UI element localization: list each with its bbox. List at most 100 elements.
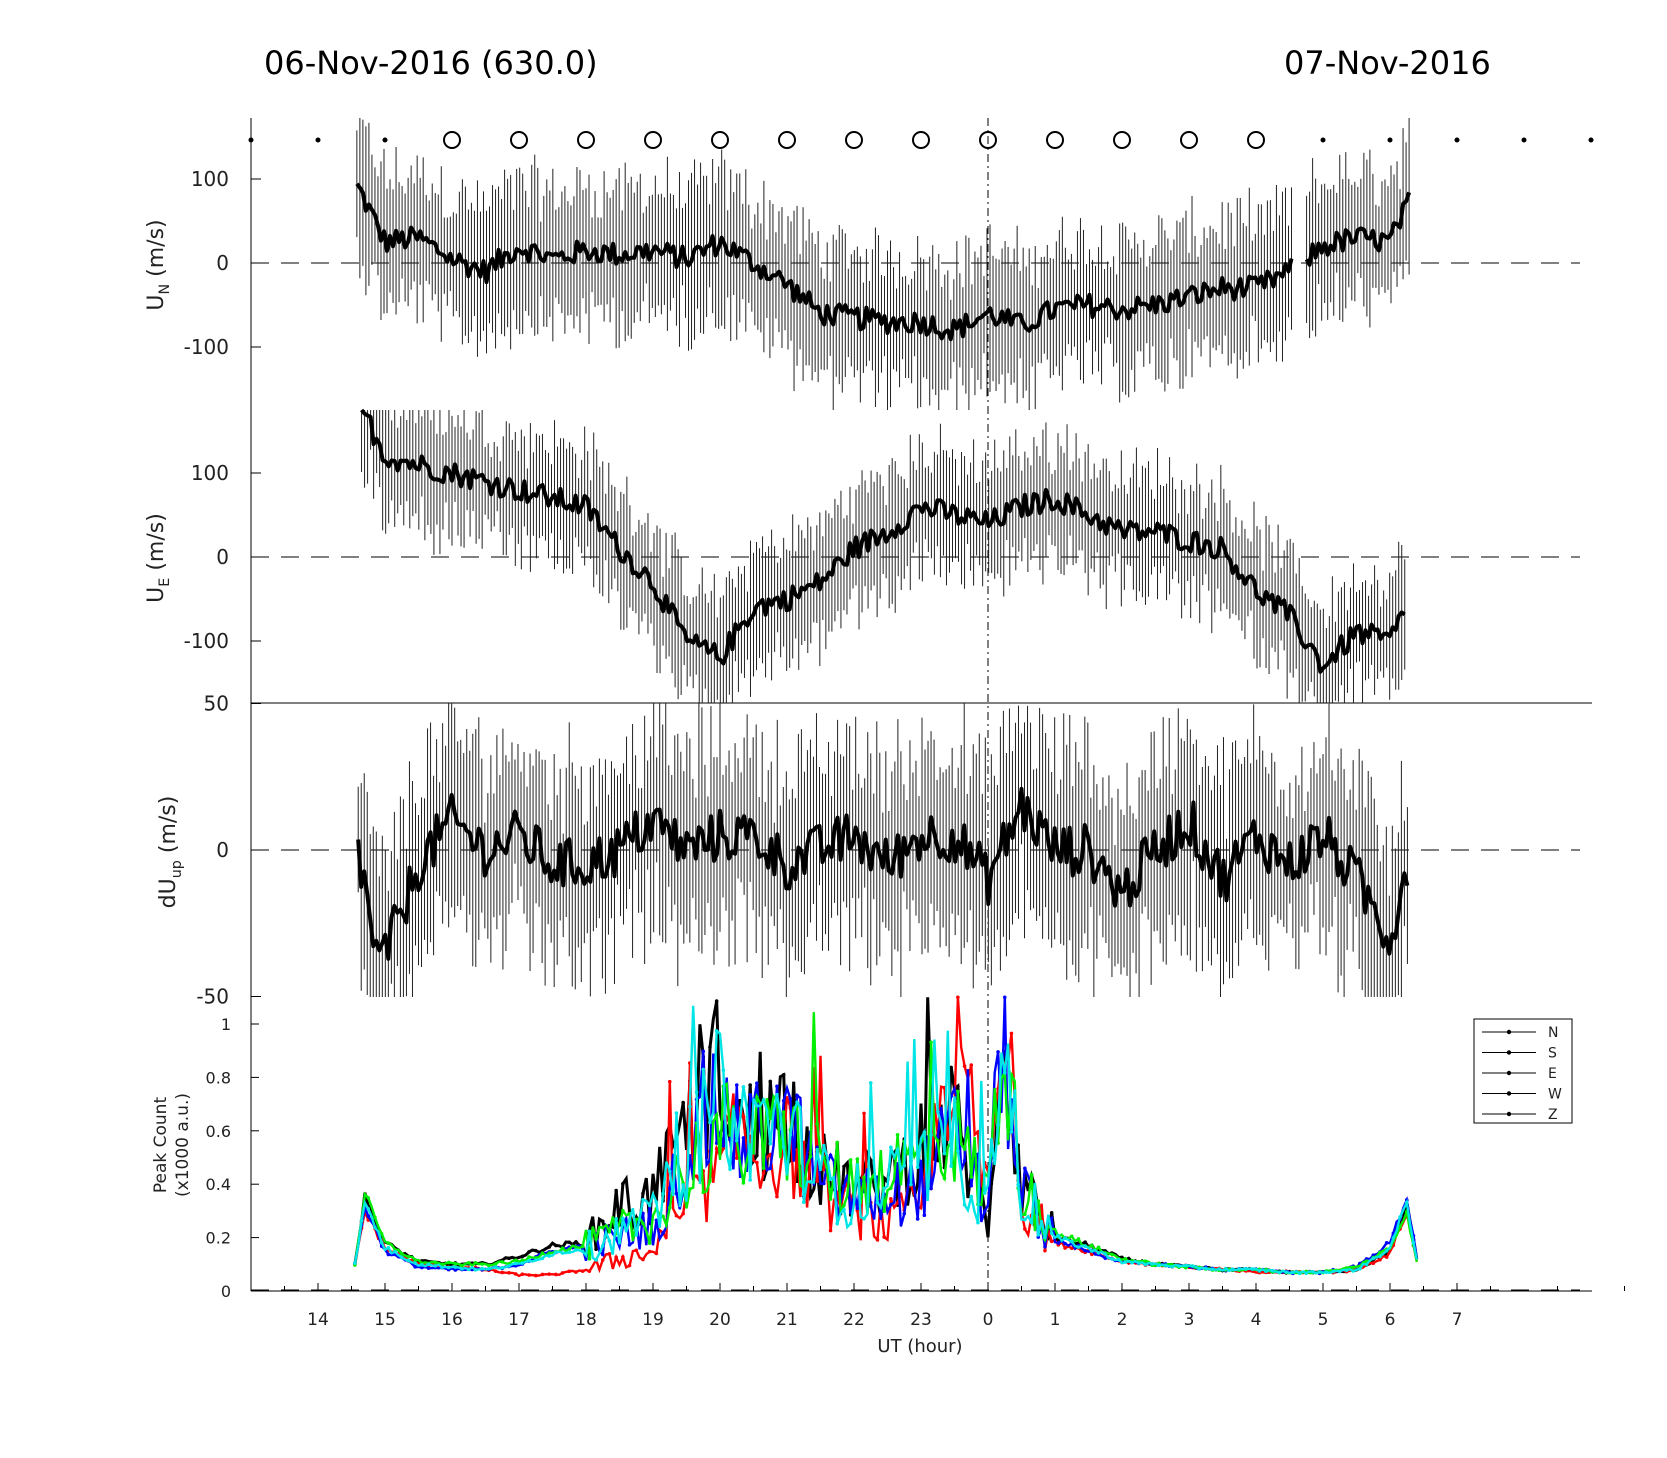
peak-point-Z bbox=[815, 1147, 819, 1152]
legend-marker-E bbox=[1506, 1070, 1512, 1076]
peak-point-Z bbox=[379, 1240, 384, 1245]
peak-point-Z bbox=[567, 1250, 572, 1255]
peak-point-Z bbox=[1244, 1267, 1248, 1271]
peak-point-Z bbox=[982, 1191, 987, 1195]
peak-point-Z bbox=[775, 1092, 779, 1097]
peak-point-Z bbox=[393, 1249, 397, 1254]
y-tick-label: 0.2 bbox=[206, 1229, 231, 1248]
peak-point-W bbox=[1076, 1237, 1081, 1241]
peak-point-E bbox=[902, 1211, 907, 1216]
peak-point-Z bbox=[1023, 1217, 1027, 1222]
peak-point-E bbox=[1043, 1244, 1047, 1249]
peak-point-Z bbox=[788, 1132, 793, 1137]
peak-point-Z bbox=[1230, 1267, 1235, 1272]
peak-point-E bbox=[822, 1181, 826, 1186]
peak-point-Z bbox=[728, 1167, 732, 1172]
peak-point-W bbox=[842, 1203, 846, 1208]
peak-point-N bbox=[842, 1164, 846, 1169]
peak-point-N bbox=[714, 999, 719, 1003]
peak-point-Z bbox=[708, 1120, 712, 1125]
peak-point-Z bbox=[1116, 1257, 1121, 1262]
peak-point-Z bbox=[1358, 1266, 1362, 1271]
x-tick-label: 1 bbox=[1050, 1310, 1061, 1330]
peak-point-W bbox=[688, 1187, 692, 1191]
peak-point-Z bbox=[768, 1141, 773, 1146]
peak-point-Z bbox=[828, 1177, 833, 1182]
peak-point-Z bbox=[1344, 1268, 1349, 1273]
peak-point-Z bbox=[1203, 1266, 1208, 1271]
peak-point-Z bbox=[507, 1264, 511, 1268]
peak-point-Z bbox=[1016, 1182, 1020, 1187]
peak-point-S bbox=[614, 1255, 618, 1260]
data-series bbox=[353, 182, 1419, 1278]
sky-marker-circle bbox=[1180, 131, 1198, 149]
peak-point-Z bbox=[433, 1264, 438, 1268]
sky-marker-circle bbox=[1113, 131, 1131, 149]
peak-point-N bbox=[708, 1045, 712, 1050]
peak-point-Z bbox=[1237, 1267, 1242, 1271]
y-axis-label: (x1000 a.u.) bbox=[173, 1093, 193, 1197]
peak-point-W bbox=[527, 1255, 531, 1259]
legend-label-W: W bbox=[1548, 1087, 1562, 1103]
peak-point-W bbox=[708, 1179, 712, 1183]
peak-point-Z bbox=[560, 1251, 565, 1255]
peak-point-N bbox=[748, 1083, 752, 1087]
peak-point-W bbox=[1069, 1234, 1074, 1239]
axis-labels: UN (m/s) UE (m/s) dUup (m/s) Peak Count (x10… bbox=[144, 219, 963, 1357]
peak-point-S bbox=[741, 1114, 746, 1119]
peak-point-N bbox=[621, 1182, 625, 1186]
x-tick-label: 15 bbox=[374, 1310, 396, 1330]
peak-point-W bbox=[466, 1260, 471, 1265]
peak-point-S bbox=[574, 1270, 578, 1274]
peak-point-Z bbox=[976, 1220, 980, 1225]
peak-point-S bbox=[815, 1179, 819, 1184]
x-tick-label: 19 bbox=[642, 1310, 664, 1330]
x-tick-label: 5 bbox=[1318, 1310, 1329, 1330]
peak-point-Z bbox=[1190, 1264, 1195, 1268]
x-tick-label: 14 bbox=[307, 1310, 329, 1330]
x-tick-label: 7 bbox=[1452, 1310, 1463, 1330]
peak-point-Z bbox=[440, 1265, 444, 1270]
peak-point-W bbox=[366, 1196, 371, 1200]
peak-point-S bbox=[560, 1271, 565, 1275]
peak-point-Z bbox=[734, 1138, 739, 1143]
x-tick-label: 20 bbox=[709, 1310, 731, 1330]
peak-point-E bbox=[828, 1153, 833, 1158]
peak-point-Z bbox=[862, 1216, 866, 1221]
peak-point-W bbox=[621, 1208, 625, 1213]
peak-point-E bbox=[413, 1265, 417, 1269]
peak-point-Z bbox=[547, 1254, 551, 1258]
peak-point-Z bbox=[1284, 1270, 1288, 1274]
peak-point-W bbox=[594, 1237, 598, 1241]
legend-label-E: E bbox=[1548, 1066, 1557, 1082]
sky-marker-dot bbox=[315, 137, 321, 143]
peak-point-Z bbox=[842, 1207, 846, 1212]
sky-marker-circle bbox=[1247, 131, 1265, 149]
peak-point-S bbox=[976, 1130, 980, 1134]
peak-point-N bbox=[594, 1247, 598, 1251]
peak-point-Z bbox=[1110, 1256, 1114, 1261]
peak-point-Z bbox=[1009, 1130, 1014, 1134]
peak-point-W bbox=[755, 1095, 759, 1099]
peak-point-Z bbox=[399, 1255, 404, 1260]
legend-box bbox=[1473, 1018, 1573, 1124]
peak-point-Z bbox=[594, 1258, 598, 1262]
peak-series-N bbox=[353, 997, 1419, 1275]
peak-point-Z bbox=[574, 1248, 578, 1252]
peak-point-Z bbox=[1076, 1245, 1081, 1249]
peak-point-W bbox=[929, 1040, 933, 1045]
peak-point-Z bbox=[473, 1268, 478, 1272]
sky-marker-circle bbox=[778, 131, 796, 149]
x-tick-label: 3 bbox=[1184, 1310, 1195, 1330]
peak-point-S bbox=[634, 1248, 639, 1253]
peak-point-Z bbox=[520, 1261, 525, 1265]
peak-point-W bbox=[540, 1251, 545, 1255]
peak-point-Z bbox=[835, 1221, 840, 1226]
peak-point-W bbox=[433, 1260, 438, 1265]
x-tick-label: 18 bbox=[575, 1310, 597, 1330]
peak-point-S bbox=[755, 1160, 759, 1165]
peak-point-Z bbox=[1197, 1266, 1201, 1271]
peak-point-W bbox=[848, 1158, 853, 1162]
legend-label-Z: Z bbox=[1548, 1107, 1558, 1123]
y-tick-label: 100 bbox=[191, 461, 229, 485]
